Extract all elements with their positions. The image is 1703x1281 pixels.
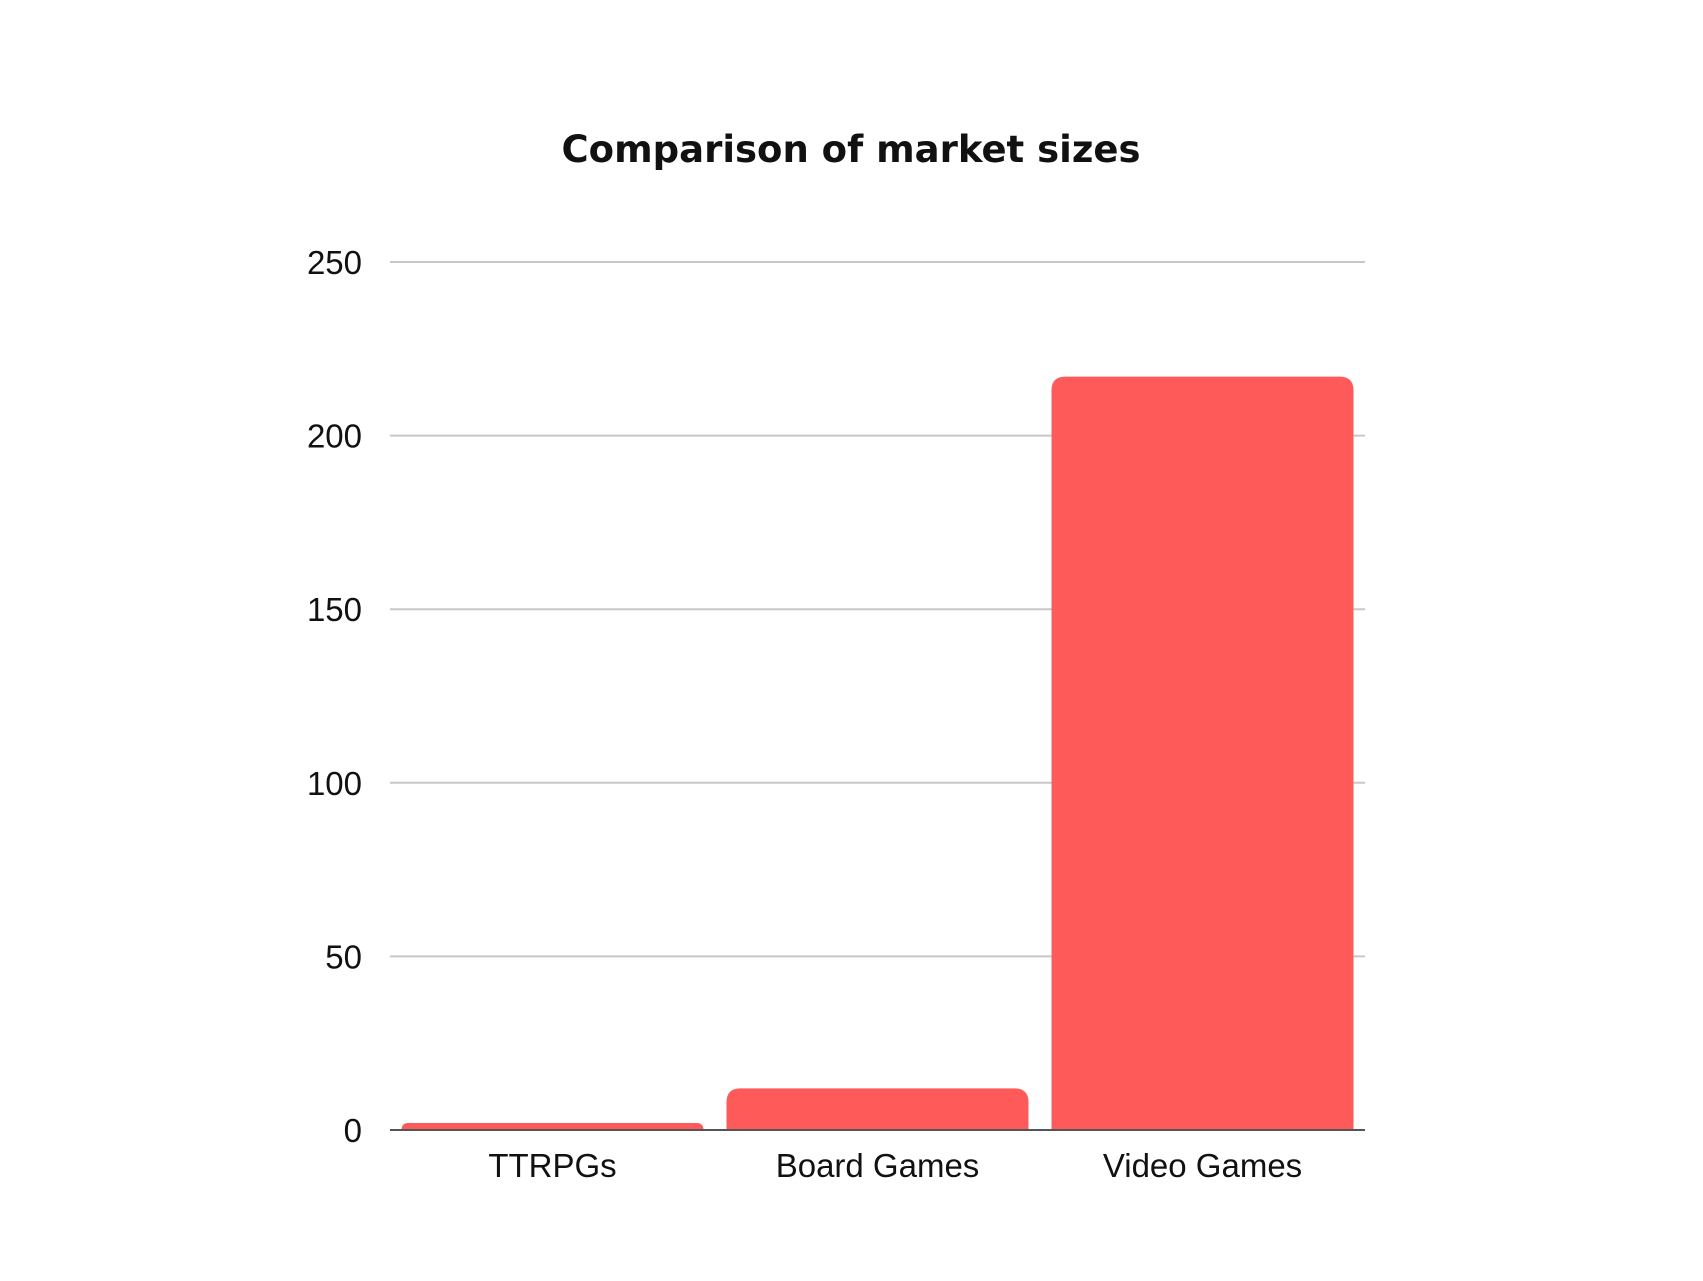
y-axis-ticks: 0 50 100 150 200 250 — [307, 244, 362, 1149]
bars — [401, 376, 1354, 1130]
chart-title: Comparison of market sizes — [562, 128, 1141, 171]
y-tick-label: 100 — [307, 765, 362, 802]
x-tick-label: TTRPGs — [488, 1147, 616, 1184]
y-tick-label: 0 — [344, 1112, 362, 1149]
y-tick-label: 250 — [307, 244, 362, 281]
x-tick-label: Video Games — [1103, 1147, 1302, 1184]
x-axis-labels: TTRPGs Board Games Video Games — [488, 1147, 1302, 1184]
y-tick-label: 50 — [325, 938, 362, 975]
y-tick-label: 150 — [307, 591, 362, 628]
x-tick-label: Board Games — [776, 1147, 980, 1184]
bar-ttrpgs — [401, 1123, 704, 1130]
y-tick-label: 200 — [307, 418, 362, 455]
bar-video-games — [1051, 376, 1354, 1130]
bar-board-games — [726, 1088, 1029, 1130]
